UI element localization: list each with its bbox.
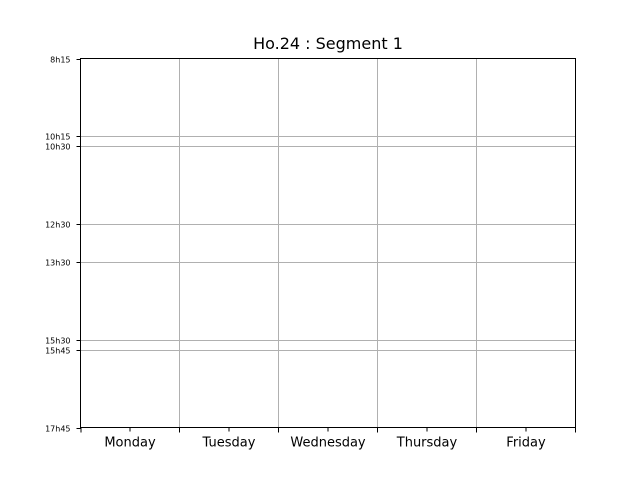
y-tick-label: 15h45 [45, 347, 70, 356]
y-tick-label: 13h30 [45, 259, 70, 268]
y-tick-label: 12h30 [45, 221, 70, 230]
x-tick-label-monday: Monday [104, 436, 156, 451]
x-tick-label-thursday: Thursday [396, 436, 458, 451]
x-tick-label-tuesday: Tuesday [202, 436, 256, 451]
y-tick-label: 10h15 [45, 133, 70, 142]
plot-frame [80, 58, 576, 428]
x-tick-label-friday: Friday [506, 436, 546, 451]
y-tick-label: 17h45 [45, 425, 70, 434]
grid-lines [80, 58, 576, 428]
x-tick-label-wednesday: Wednesday [290, 436, 366, 451]
y-tick-label: 15h30 [45, 337, 70, 346]
chart-title: Ho.24 : Segment 1 [253, 34, 403, 53]
y-tick-label: 10h30 [45, 143, 70, 152]
y-tick-label: 8h15 [50, 56, 70, 65]
